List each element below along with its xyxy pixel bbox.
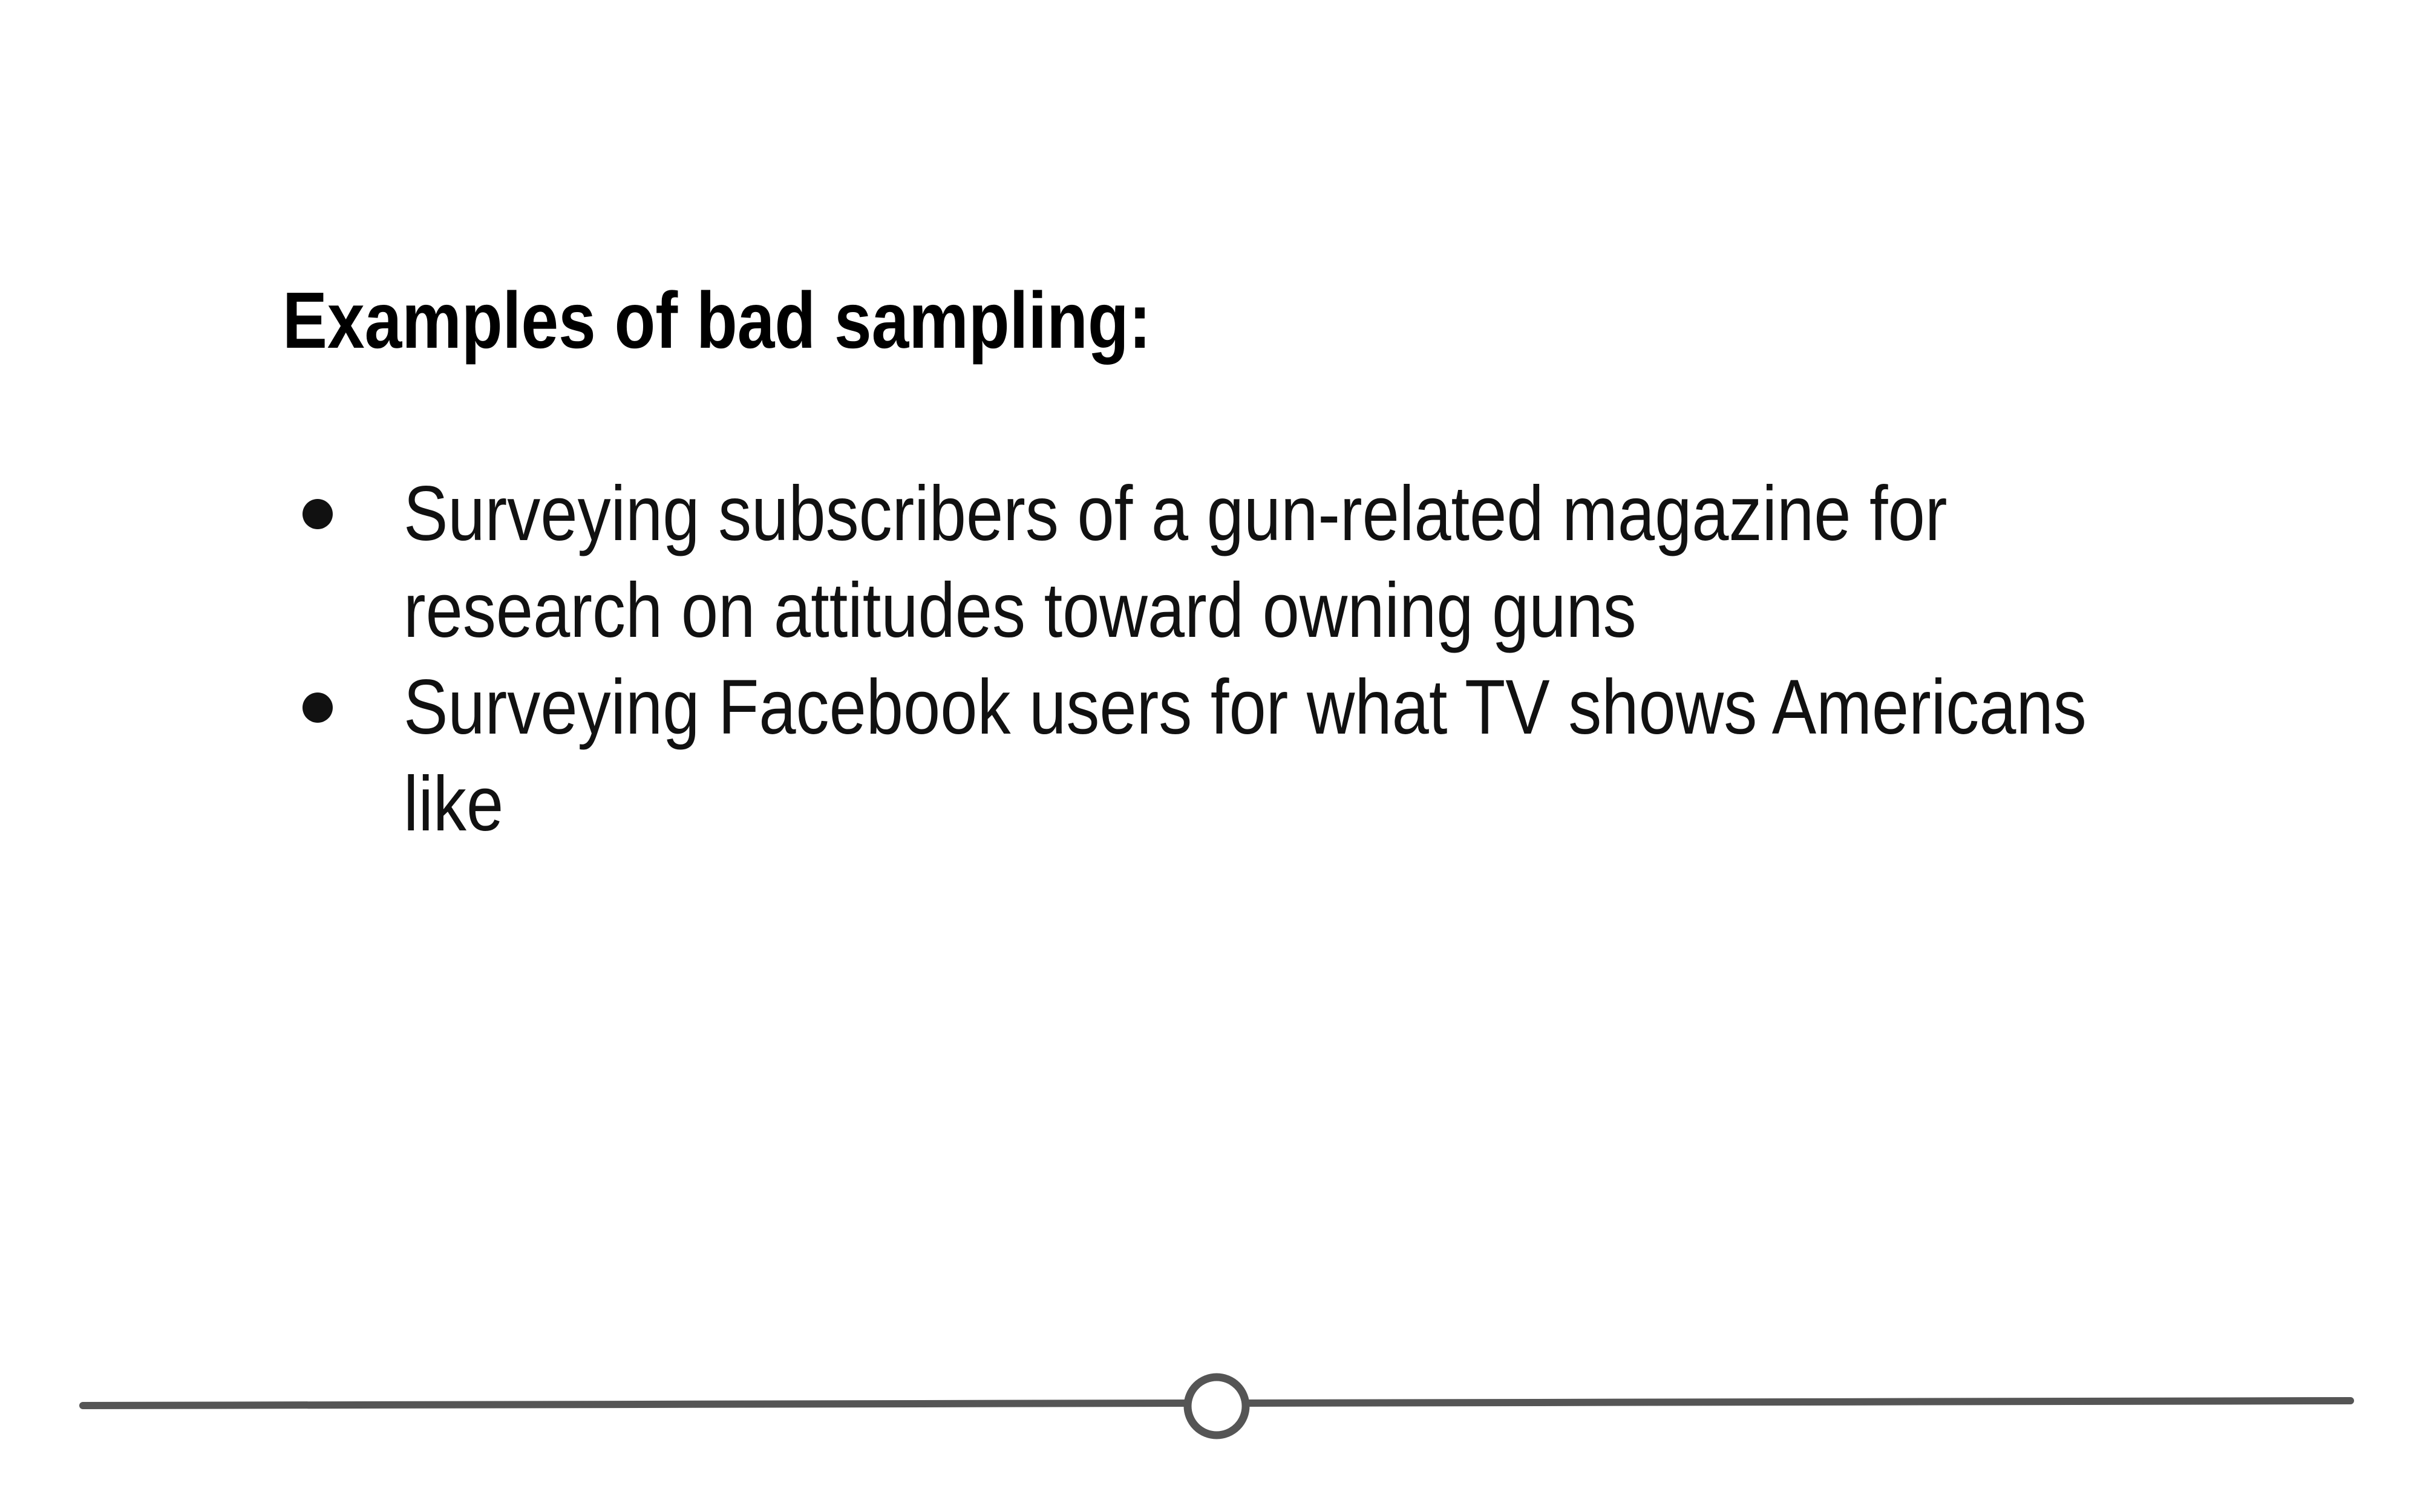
slide-title: Examples of bad sampling: bbox=[283, 276, 1151, 365]
divider-circle-icon bbox=[1183, 1373, 1250, 1439]
divider-line-right bbox=[1241, 1397, 2354, 1407]
divider-line-left bbox=[79, 1400, 1192, 1409]
bullet-text: Surveying Facebook users for what TV sho… bbox=[404, 664, 2087, 847]
bullet-item: Surveying subscribers of a gun-related m… bbox=[283, 466, 2219, 659]
bullet-list: Surveying subscribers of a gun-related m… bbox=[283, 466, 2219, 853]
bullet-item: Surveying Facebook users for what TV sho… bbox=[283, 659, 2219, 853]
bullet-text: Surveying subscribers of a gun-related m… bbox=[404, 471, 1947, 654]
